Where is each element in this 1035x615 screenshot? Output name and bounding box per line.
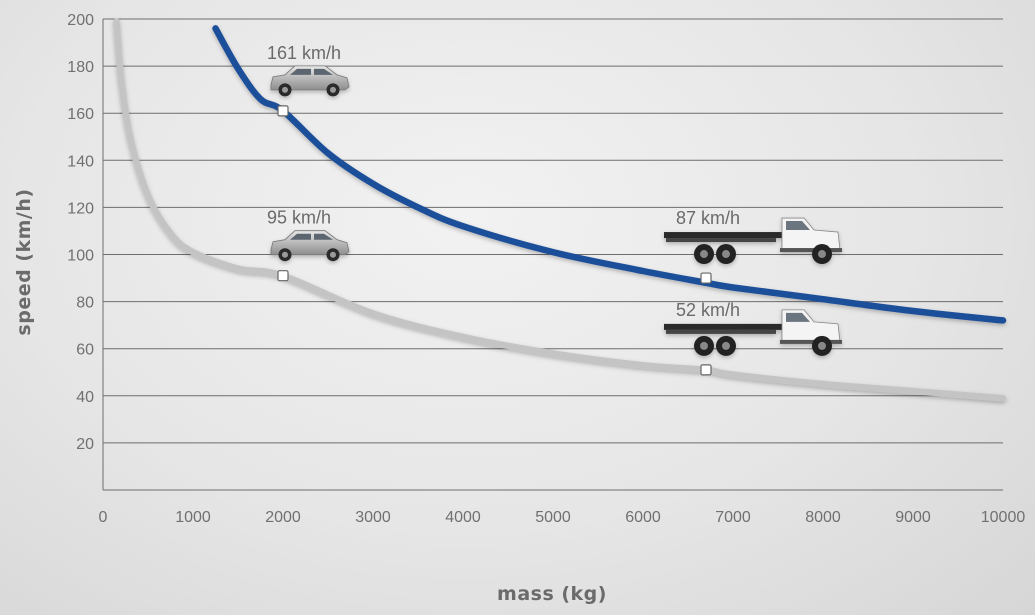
y-tick-label-40: 40 xyxy=(76,389,94,406)
y-tick-label-160: 160 xyxy=(67,106,94,123)
x-tick-label-5000: 5000 xyxy=(535,509,571,526)
data-label-1: 87 km/h xyxy=(676,208,740,228)
data-label-0: 161 km/h xyxy=(267,43,341,63)
grid-lines xyxy=(103,18,1003,444)
data-point-marker-0 xyxy=(277,105,289,117)
x-tick-label-9000: 9000 xyxy=(895,509,931,526)
y-tick-label-20: 20 xyxy=(76,436,94,453)
x-tick-label-4000: 4000 xyxy=(445,509,481,526)
x-tick-label-10000: 10000 xyxy=(981,509,1026,526)
x-tick-label-1000: 1000 xyxy=(175,509,211,526)
series-line-1 xyxy=(113,18,1007,402)
x-tick-label-7000: 7000 xyxy=(715,509,751,526)
suv-icon xyxy=(270,230,350,262)
series-lines xyxy=(113,18,1007,402)
x-tick-label-8000: 8000 xyxy=(805,509,841,526)
x-tick-label-6000: 6000 xyxy=(625,509,661,526)
x-tick-label-3000: 3000 xyxy=(355,509,391,526)
data-point-marker-3 xyxy=(700,364,712,376)
data-labels: 161 km/h 87 km/h 95 km/h 52 km/h xyxy=(267,43,740,320)
data-points xyxy=(277,105,712,376)
y-tick-label-180: 180 xyxy=(67,59,94,76)
suv-icon xyxy=(270,65,350,97)
y-tick-label-140: 140 xyxy=(67,153,94,170)
y-axis-title: speed (km/h) xyxy=(13,188,35,335)
x-axis-title: mass (kg) xyxy=(497,583,607,605)
data-label-2: 95 km/h xyxy=(267,208,331,228)
y-tick-label-100: 100 xyxy=(67,248,94,265)
data-label-3: 52 km/h xyxy=(676,300,740,320)
data-point-marker-2 xyxy=(277,270,289,282)
x-tick-label-2000: 2000 xyxy=(265,509,301,526)
y-tick-label-120: 120 xyxy=(67,200,94,217)
x-tick-label-0: 0 xyxy=(99,509,108,526)
y-tick-label-80: 80 xyxy=(76,295,94,312)
series-line-0 xyxy=(212,25,1007,324)
vehicle-icons xyxy=(270,65,842,357)
y-tick-label-60: 60 xyxy=(76,342,94,359)
data-point-marker-1 xyxy=(700,272,712,284)
y-tick-label-200: 200 xyxy=(67,12,94,29)
